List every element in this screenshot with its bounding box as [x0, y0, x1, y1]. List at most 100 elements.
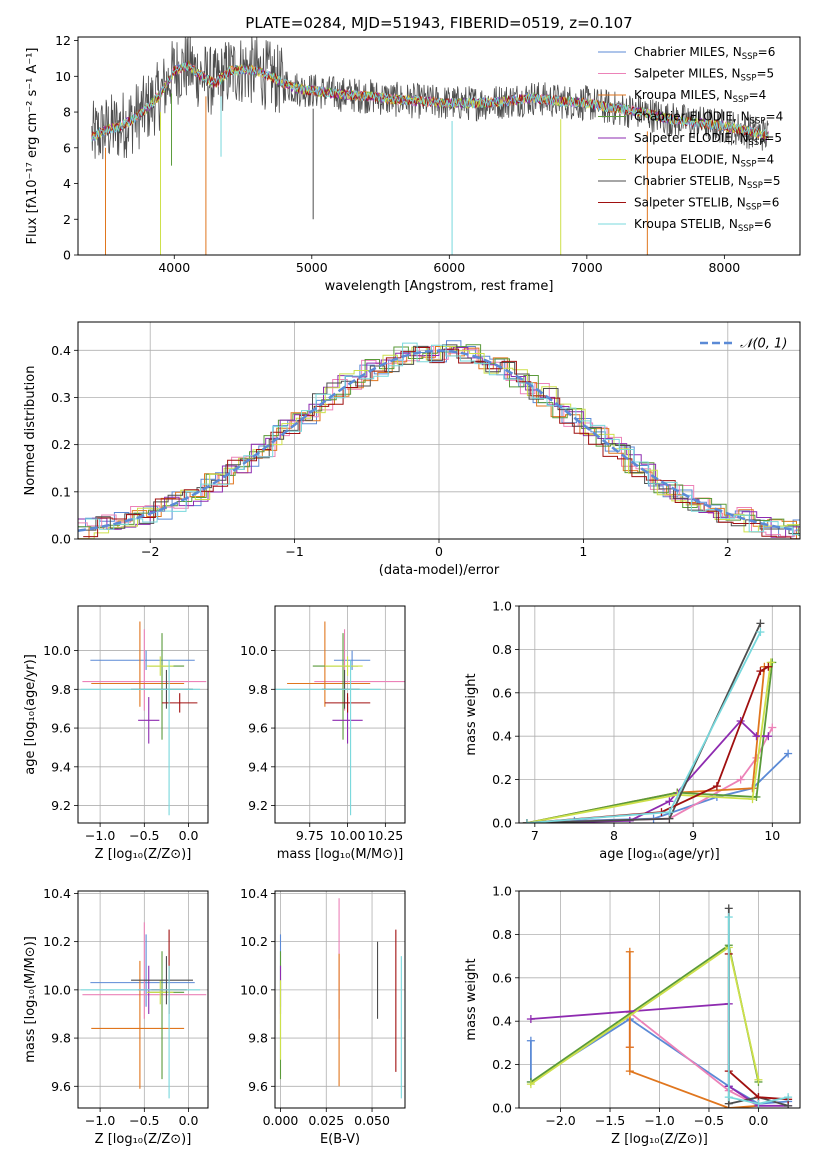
x-tick-label: 10.00 — [330, 828, 366, 843]
x-tick-label: 8000 — [708, 260, 740, 275]
y-tick-label: 12 — [55, 33, 71, 48]
weight-marker — [754, 1075, 763, 1084]
weight-marker — [748, 795, 757, 804]
weight-line-salpeter_miles — [526, 727, 774, 823]
x-tick-label: −0.5 — [129, 828, 159, 843]
x-tick-label: 9 — [689, 828, 697, 843]
legend-entry: 𝒩(0, 1) — [740, 337, 787, 352]
errorbar-chabrier_miles — [90, 934, 195, 1007]
legend-entry: Salpeter ELODIE, NSSP=5 — [634, 131, 782, 148]
y-tick-label: 0.0 — [492, 1101, 512, 1116]
weight-marker — [724, 904, 733, 913]
weight-marker — [752, 732, 761, 741]
y-tick-label: 10.2 — [240, 934, 268, 949]
x-tick-label: 0.000 — [263, 1113, 299, 1128]
y-axis-label: mass weight — [464, 673, 479, 755]
mass_vs_EBV-frame — [274, 890, 406, 1109]
x-tick-label: 2 — [724, 544, 732, 559]
x-tick-label: −1.0 — [85, 828, 115, 843]
age_vs_Z-frame — [77, 605, 209, 824]
x-tick-label: 0.0 — [748, 1113, 768, 1128]
spectrum-panel: 4000 5000 6000 7000 8000 0 2 4 6 8 10 12 wavelength … — [25, 14, 801, 294]
spectrum-line-chabrier_stelib — [91, 37, 769, 160]
y-tick-label: 9.4 — [248, 759, 268, 774]
x-axis-label: (data-model)/error — [379, 563, 500, 578]
legend-entry: Chabrier ELODIE, NSSP=4 — [634, 110, 783, 127]
age_vs_mass-frame — [274, 605, 406, 824]
spectrum-plot-area — [91, 37, 769, 255]
x-tick-label: 0 — [435, 544, 443, 559]
legend-entry: Salpeter STELIB, NSSP=6 — [634, 196, 779, 213]
y-tick-label: 0.6 — [492, 685, 512, 700]
x-tick-label: 0.0 — [179, 828, 199, 843]
legend-entry: Salpeter MILES, NSSP=5 — [634, 67, 774, 84]
legend-entry: Chabrier MILES, NSSP=6 — [634, 45, 775, 62]
x-tick-label: −1.5 — [595, 1113, 625, 1128]
errorbar-salpeter_stelib — [324, 693, 371, 713]
errorbar-salpeter_miles — [82, 922, 207, 1019]
y-tick-label: 1.0 — [492, 884, 512, 899]
y-tick-label: 10.4 — [43, 886, 71, 901]
y-tick-label: 0.2 — [492, 772, 512, 787]
y-tick-label: 1.0 — [492, 599, 512, 614]
weight-marker — [625, 1043, 634, 1052]
x-axis-label: E(B-V) — [320, 1132, 360, 1147]
histogram-kroupa_stelib — [84, 342, 800, 536]
x-axis-label: Z [log₁₀(Z/Z⊙)] — [95, 847, 192, 862]
errorbar-kroupa_elodie — [324, 656, 363, 676]
weight-marker — [756, 628, 765, 637]
weight-marker — [522, 819, 531, 823]
y-tick-label: 8 — [63, 105, 71, 120]
spectrum-legend: Chabrier MILES, NSSP=6 Salpeter MILES, NS… — [598, 45, 783, 234]
errorbar-kroupa_stelib — [275, 660, 381, 816]
weight-marker — [784, 1093, 793, 1102]
weight-marker — [712, 782, 721, 791]
y-tick-label: 10.0 — [43, 982, 71, 997]
y-tick-label: 0.8 — [492, 642, 512, 657]
legend-entry: Kroupa MILES, NSSP=4 — [634, 88, 766, 105]
mass_vs_Z-frame — [77, 890, 209, 1109]
x-axis-label: age [log₁₀(age/yr)] — [599, 847, 720, 862]
y-tick-label: 9.8 — [51, 682, 71, 697]
x-tick-label: 5000 — [296, 260, 328, 275]
weight_vs_Z-frame — [518, 890, 801, 1109]
weight-line-chabrier_elodie — [526, 662, 774, 823]
y-tick-label: 9.6 — [51, 721, 71, 736]
residuals-plot-area — [78, 322, 800, 539]
y-tick-label: 9.6 — [248, 1079, 268, 1094]
errorbar-chabrier_miles — [333, 650, 371, 670]
weight-marker — [756, 619, 765, 628]
y-tick-label: 0 — [63, 248, 71, 263]
weight-marker — [665, 797, 674, 806]
spectrum-frame — [77, 36, 801, 256]
mass_vs_EBV-plot-area — [275, 891, 405, 1108]
errorbar-kroupa_stelib — [80, 965, 201, 1099]
y-axis-label: Flux [fλ10⁻¹⁷ erg cm⁻² s⁻¹ A⁻¹] — [25, 48, 40, 245]
errorbar-salpeter_elodie — [138, 697, 160, 744]
y-tick-label: 10 — [55, 69, 71, 84]
weight-marker — [665, 808, 674, 817]
y-tick-label: 9.8 — [248, 1031, 268, 1046]
age_vs_Z-panel: −1.0 −0.5 0.0 9.2 9.4 9.6 9.8 10.0 Z [log₁₀(Z/Z⊙… — [23, 605, 209, 862]
x-tick-label: −1.0 — [644, 1113, 674, 1128]
weight_vs_age-frame — [518, 605, 801, 824]
weight-marker — [724, 1093, 733, 1102]
x-tick-label: −0.5 — [129, 1113, 159, 1128]
errorbar-kroupa_miles — [287, 621, 371, 707]
x-axis-label: mass [log₁₀(M/M⊙)] — [277, 847, 404, 862]
weight-marker — [764, 662, 773, 671]
weight-marker — [625, 1067, 634, 1076]
weight-line-kroupa_stelib — [727, 917, 789, 1105]
weight-marker — [736, 775, 745, 784]
y-tick-label: 9.4 — [51, 759, 71, 774]
x-tick-label: 7 — [531, 828, 539, 843]
age_vs_mass-panel: 9.75 10.00 10.25 9.2 9.4 9.6 9.8 10.0 mass [log₁… — [240, 605, 406, 862]
errorbar-kroupa_stelib — [80, 660, 201, 816]
y-tick-label: 0.2 — [51, 437, 71, 452]
y-tick-label: 9.6 — [51, 1079, 71, 1094]
y-tick-label: 0.1 — [51, 484, 71, 499]
weight-marker — [766, 658, 775, 667]
x-tick-label: −2 — [141, 544, 159, 559]
weight_vs_age-panel: 7 8 9 10 0.0 0.2 0.4 0.6 0.8 1.0 age [log₁₀(age/yr… — [464, 599, 801, 862]
x-tick-label: −1.0 — [85, 1113, 115, 1128]
